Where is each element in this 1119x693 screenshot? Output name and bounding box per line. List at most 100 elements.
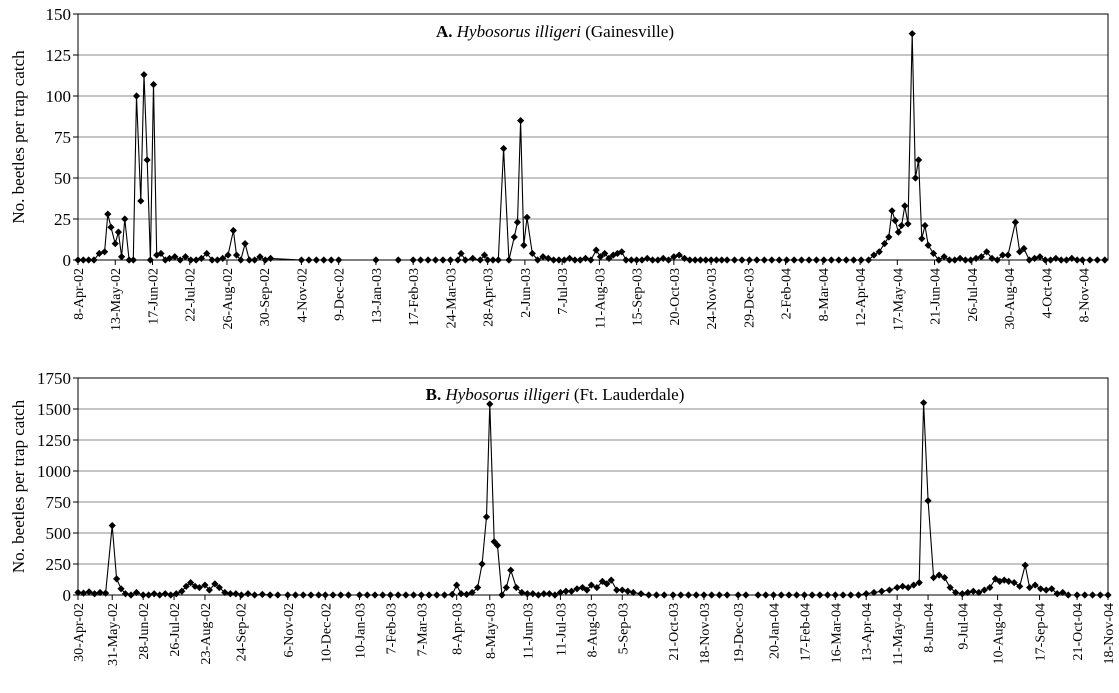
panel-b-data-point xyxy=(502,583,510,592)
panel-a-x-tick-label: 22-Jul-02 xyxy=(184,268,199,322)
panel-b-data-point xyxy=(478,560,486,568)
panel-b-data-point xyxy=(952,588,960,597)
panel-a-data-point xyxy=(622,256,630,264)
panel-b-data-point xyxy=(425,591,433,599)
panel-b-series-line xyxy=(77,402,1108,597)
panel-b-data-point xyxy=(540,590,548,598)
panel-b-data-point xyxy=(924,497,932,505)
panel-a-data-point xyxy=(696,256,705,264)
panel-a-data-point xyxy=(718,256,726,264)
panel-a-x-tick-label: 2-Feb-04 xyxy=(780,268,795,319)
panel-b-data-point xyxy=(337,591,345,599)
panel-b-data-point xyxy=(986,583,994,592)
panel-a-data-point xyxy=(446,256,455,264)
panel-b-data-point xyxy=(603,580,611,588)
panel-b-y-tick-label: 250 xyxy=(46,555,72,574)
panel-a-data-point xyxy=(565,254,574,262)
panel-b-x-tick-label: 10-Aug-04 xyxy=(992,603,1007,664)
panel-a-x-tick-label: 24-Mar-03 xyxy=(444,268,459,328)
panel-b-data-point xyxy=(980,586,988,594)
panel-b-data-point xyxy=(182,582,190,590)
panel-b-data-point xyxy=(307,591,315,599)
panel-b-data-point xyxy=(885,586,894,594)
panel-a-data-point xyxy=(1030,254,1039,262)
panel-a-data-point xyxy=(500,144,508,153)
panel-a-data-point xyxy=(864,256,873,264)
panel-b-y-tick-label: 500 xyxy=(46,524,72,543)
panel-a-data-point xyxy=(132,92,141,100)
panel-a-data-point xyxy=(528,249,536,258)
panel-b-data-point xyxy=(893,583,901,592)
panel-a-data-point xyxy=(187,256,195,264)
panel-a-data-point xyxy=(312,256,320,264)
panel-a-data-point xyxy=(539,253,547,261)
panel-a-data-point xyxy=(520,241,528,249)
panel-a-data-point xyxy=(1086,256,1094,264)
panel-b-data-point xyxy=(692,591,700,599)
panel-a-data-point xyxy=(90,256,98,264)
panel-a-data-point xyxy=(494,256,502,264)
panel-a-data-point xyxy=(596,253,605,261)
panel-a-x-tick-label: 28-Apr-03 xyxy=(482,268,497,327)
panel-a-data-point xyxy=(983,248,991,256)
panel-b-data-point xyxy=(1005,577,1013,585)
panel-b-data-point xyxy=(523,590,531,598)
panel-a-data-point xyxy=(165,254,174,262)
panel-a-data-point xyxy=(875,248,883,256)
panel-a-data-point xyxy=(686,256,694,264)
panel-a-data-point xyxy=(664,256,673,264)
panel-b-data-point xyxy=(862,590,870,598)
panel-a-data-point xyxy=(146,256,154,264)
panel-b-data-point xyxy=(211,580,219,588)
panel-b-data-point xyxy=(386,591,395,599)
panel-a-data-point xyxy=(409,256,417,264)
panel-a-data-point xyxy=(140,71,148,79)
panel-b-data-point xyxy=(669,591,677,599)
panel-b-location-name: (Ft. Lauderdale) xyxy=(570,385,685,404)
panel-b-y-tick-label: 750 xyxy=(46,493,72,512)
panel-b-data-point xyxy=(1096,591,1104,599)
panel-b-data-point xyxy=(486,400,494,408)
panel-b-x-tick-label: 24-Sep-02 xyxy=(234,603,249,661)
panel-b-x-tick-label: 10-Dec-02 xyxy=(319,603,334,663)
panel-a-data-point xyxy=(605,254,613,262)
panel-a-data-point xyxy=(79,256,87,264)
panel-a-data-point xyxy=(261,256,269,264)
panel-a-data-point xyxy=(972,254,980,262)
panel-b-data-point xyxy=(660,591,668,599)
panel-a-data-point xyxy=(461,256,469,264)
panel-a-x-tick-label: 13-Jan-03 xyxy=(370,268,385,324)
panel-b-data-point xyxy=(201,581,209,589)
panel-b-data-point xyxy=(700,591,708,599)
panel-a-data-point xyxy=(993,256,1001,264)
panel-a-y-tick-label: 125 xyxy=(46,46,72,65)
panel-a-data-point xyxy=(489,256,497,264)
panel-a-data-point xyxy=(297,256,306,264)
panel-a-data-point xyxy=(1016,248,1024,256)
panel-a-data-point xyxy=(251,256,259,264)
panel-b-data-point xyxy=(904,583,912,592)
panel-b-data-point xyxy=(816,591,824,599)
panel-a-data-point xyxy=(125,256,133,264)
panel-a-data-point xyxy=(550,256,558,264)
panel-a-data-point xyxy=(723,256,731,264)
panel-b-y-tick-label: 1750 xyxy=(37,369,71,388)
panel-b-panel-label: B. xyxy=(426,385,446,404)
panel-b-data-point xyxy=(534,591,542,599)
panel-a-data-point xyxy=(911,174,920,182)
panel-a-data-point xyxy=(510,233,518,241)
panel-a-x-tick-label: 24-Nov-03 xyxy=(705,268,720,329)
panel-b-data-point xyxy=(96,588,104,597)
panel-b-data-point xyxy=(593,583,601,592)
panel-b-data-point xyxy=(85,588,93,596)
panel-a-data-point xyxy=(176,256,184,264)
panel-b-data-point xyxy=(613,586,621,594)
panel-b-y-axis-label: No. beetles per trap catch xyxy=(9,399,28,573)
panel-b-data-point xyxy=(734,591,742,599)
panel-a-data-point xyxy=(74,256,82,264)
panel-b-data-point xyxy=(490,538,498,546)
panel-b-data-point xyxy=(440,591,449,599)
panel-b-data-point xyxy=(742,591,750,599)
